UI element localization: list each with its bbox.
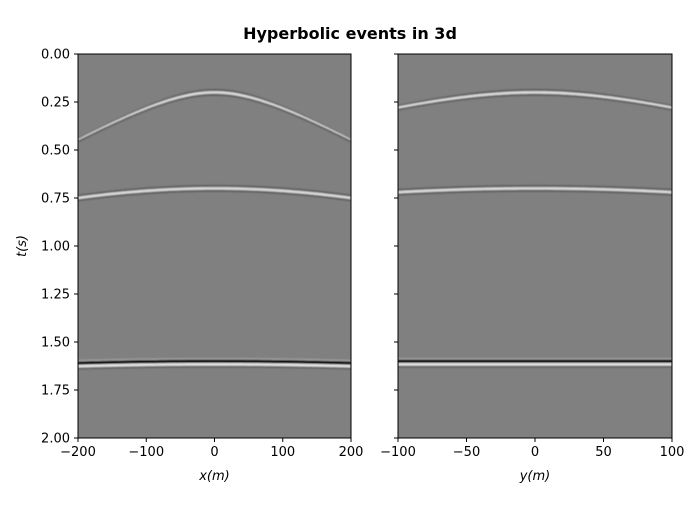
panel-background <box>78 54 351 438</box>
seismic-event-3 <box>78 358 351 370</box>
x-tick-label: 0 <box>531 445 539 460</box>
y-tick-label: 1.25 <box>41 288 70 303</box>
y-tick-label: 0.75 <box>41 192 70 207</box>
x-tick-label: −50 <box>453 445 480 460</box>
x-tick-label: 200 <box>339 445 364 460</box>
x-tick-label: 100 <box>270 445 295 460</box>
y-tick-label: 1.75 <box>41 384 70 399</box>
x-tick-label: 0 <box>210 445 218 460</box>
x-tick-label: 50 <box>595 445 612 460</box>
seismic-event-2 <box>398 184 672 196</box>
y-tick-label: 0.00 <box>41 48 70 63</box>
x-axis-label: y(m) <box>519 469 551 484</box>
y-tick-label: 0.25 <box>41 96 70 111</box>
y-tick-label: 1.50 <box>41 336 70 351</box>
panel-background <box>398 54 672 438</box>
x-axis-label: x(m) <box>198 469 230 484</box>
y-tick-label: 1.00 <box>41 240 70 255</box>
x-tick-label: −200 <box>60 445 96 460</box>
y-axis-label: t(s) <box>15 235 30 257</box>
x-tick-label: −100 <box>380 445 416 460</box>
seismic-event-3 <box>398 358 672 368</box>
x-tick-label: 100 <box>660 445 685 460</box>
y-tick-label: 2.00 <box>41 432 70 447</box>
y-tick-label: 0.50 <box>41 144 70 159</box>
panel-left: −200 −100 0 100 200 0.00 0.25 0.50 0.75 1.00 1.25 1… <box>15 48 363 485</box>
panel-right: −100 −50 0 50 100 y(m) <box>380 53 685 484</box>
seismic-event-2 <box>78 184 351 202</box>
chart-title: Hyperbolic events in 3d <box>243 24 457 43</box>
seismic-event-1 <box>78 88 351 143</box>
seismic-event-1 <box>398 88 672 111</box>
x-tick-label: −100 <box>128 445 164 460</box>
